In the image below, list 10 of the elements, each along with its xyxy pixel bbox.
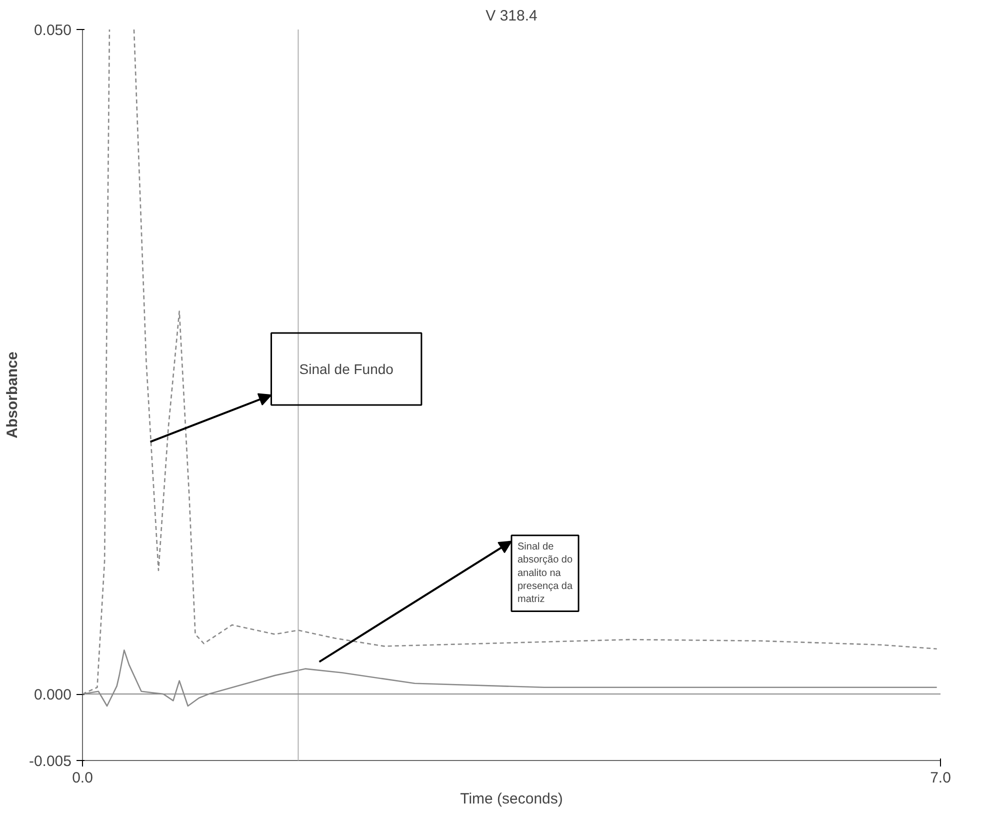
x-tick-label: 7.0: [930, 770, 951, 786]
y-tick-label: -0.005: [28, 753, 72, 770]
y-tick-label: 0.050: [34, 22, 72, 39]
annotation: Sinal de Fundo: [299, 361, 394, 377]
chart-title: V 318.4: [486, 8, 538, 24]
annotation: Sinal de absorção do analito na presença da matriz: [518, 541, 573, 606]
x-axis-title: Time (seconds): [460, 790, 563, 808]
y-axis-title: Absorbance: [4, 352, 21, 438]
y-tick-label: 0.000: [34, 686, 72, 704]
x-tick-label: 0.0: [72, 770, 93, 786]
